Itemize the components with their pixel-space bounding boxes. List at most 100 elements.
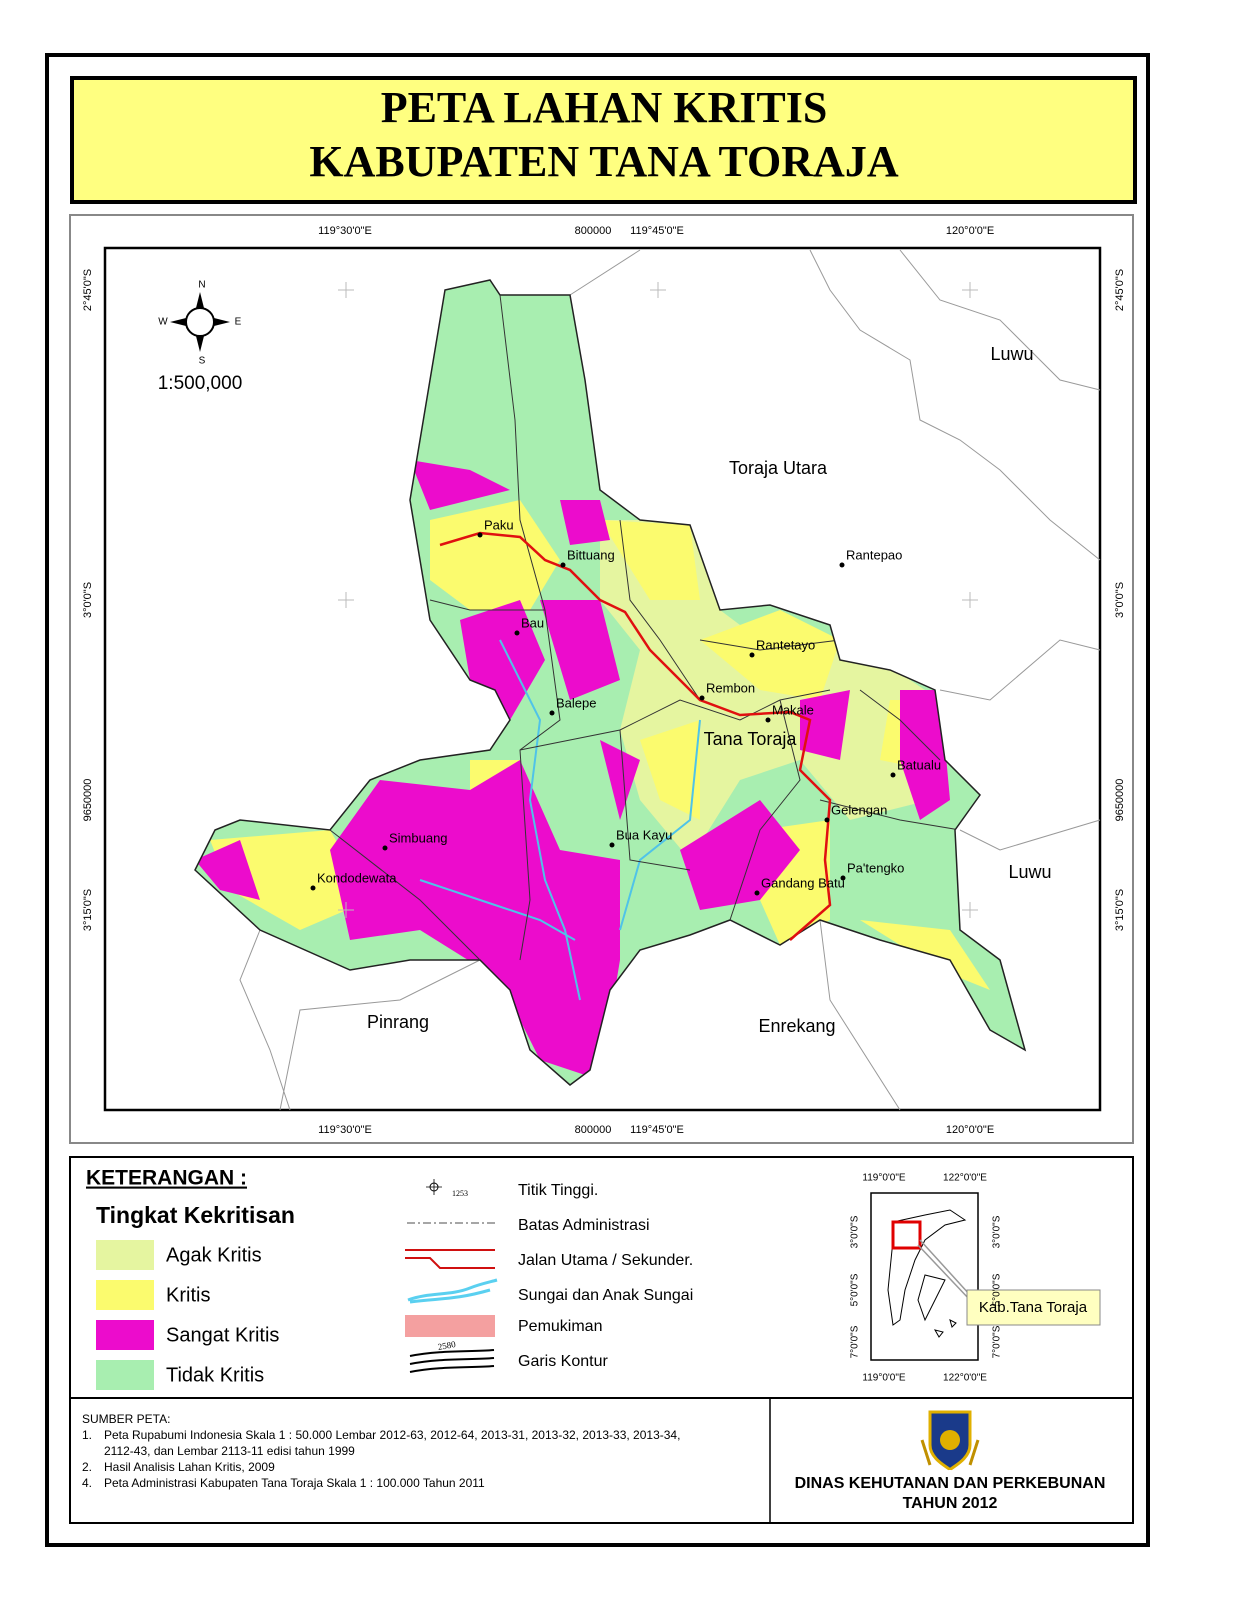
- compass-label: W: [158, 317, 168, 328]
- settlement: [890, 772, 896, 778]
- inset-map: Kab.Tana Toraja: [870, 1192, 1101, 1361]
- place-label: Bua Kayu: [616, 827, 672, 842]
- settlement: [609, 842, 615, 848]
- place-label: Paku: [484, 517, 514, 532]
- graticule-label: 3°15'0"S: [1114, 889, 1126, 931]
- graticule-label: 3°0'0"S: [82, 582, 94, 618]
- place-label: Kondodewata: [317, 870, 397, 885]
- source-number: 1.: [82, 1428, 92, 1442]
- legend-title: KETERANGAN :: [86, 1167, 247, 1190]
- place-label: Balepe: [556, 695, 596, 710]
- graticule-label: 3°0'0"S: [1114, 582, 1126, 618]
- legend-label: Tidak Kritis: [166, 1364, 264, 1386]
- settlement: [840, 875, 846, 881]
- grid-crosses: [338, 282, 978, 918]
- title-box: [70, 76, 1137, 204]
- inset-graticule: 122°0'0"E: [943, 1373, 987, 1384]
- inset-graticule: 119°0'0"E: [862, 1173, 906, 1184]
- legend-swatch: [96, 1240, 154, 1270]
- year: TAHUN 2012: [903, 1495, 998, 1512]
- source-text: Peta Administrasi Kabupaten Tana Toraja …: [104, 1476, 485, 1490]
- region-label: Enrekang: [758, 1016, 835, 1036]
- settlement: [754, 890, 760, 896]
- inset-graticule: 7°0'0"S: [992, 1325, 1003, 1358]
- source-text: Hasil Analisis Lahan Kritis, 2009: [104, 1460, 275, 1474]
- legend-symbol-label: Batas Administrasi: [518, 1217, 650, 1234]
- title: KABUPATEN TANA TORAJA: [309, 137, 898, 186]
- graticule-label: 120°0'0"E: [946, 1124, 994, 1136]
- class-area: [210, 500, 990, 990]
- legend-symbol-label: Titik Tinggi.: [518, 1182, 598, 1199]
- region-label: Toraja Utara: [729, 458, 828, 478]
- graticule-label: 119°30'0"E: [318, 225, 372, 237]
- logo: [920, 1410, 980, 1472]
- legend-symbol-label: Jalan Utama / Sekunder.: [518, 1252, 693, 1269]
- legend-label: Agak Kritis: [166, 1244, 262, 1266]
- place-label: Rantepao: [846, 547, 902, 562]
- compass-label: E: [235, 317, 242, 328]
- place-label: Bau: [521, 615, 544, 630]
- settlement: [560, 562, 566, 568]
- legend-label: Kritis: [166, 1284, 210, 1306]
- graticule-label: 3°15'0"S: [82, 889, 94, 931]
- scale: 1:500,000: [158, 373, 243, 394]
- source-text: 2112-43, dan Lembar 2113-11 edisi tahun …: [104, 1444, 355, 1458]
- inset-graticule: 119°0'0"E: [862, 1373, 906, 1384]
- place-label: Pa'tengko: [847, 860, 904, 875]
- graticule-label: 9650000: [1114, 779, 1126, 822]
- settlement: [749, 652, 755, 658]
- settlement: [699, 695, 705, 701]
- settlement: [549, 710, 555, 716]
- settlement: [765, 717, 771, 723]
- legend-swatch: [96, 1280, 154, 1310]
- admin-boundaries: [239, 249, 1101, 1111]
- region-label: Tana Toraja: [704, 729, 798, 749]
- region-label: Luwu: [990, 344, 1033, 364]
- place-label: Gandang Batu: [761, 875, 845, 890]
- graticule-label: 2°45'0"S: [82, 269, 94, 311]
- legend-label: Sangat Kritis: [166, 1324, 279, 1346]
- graticule-label: 800000: [575, 1124, 612, 1136]
- settlement: [514, 630, 520, 636]
- inset-graticule: 7°0'0"S: [850, 1325, 861, 1358]
- place-label: Rantetayo: [756, 637, 815, 652]
- graticule-label: 120°0'0"E: [946, 225, 994, 237]
- legend-symbols: 1253 2580: [405, 1179, 498, 1373]
- place-label: Batualu: [897, 757, 941, 772]
- graticule-label: 800000: [575, 225, 612, 237]
- graticule-label: 119°30'0"E: [318, 1124, 372, 1136]
- inset-graticule: 5°0'0"S: [850, 1273, 861, 1306]
- legend-swatch: [96, 1360, 154, 1390]
- legend-swatch: [96, 1320, 154, 1350]
- spot-height-label: 1253: [452, 1189, 468, 1198]
- settlement: [824, 817, 830, 823]
- river: [419, 639, 701, 1001]
- place-label: Bittuang: [567, 547, 615, 562]
- region-label: Pinrang: [367, 1012, 429, 1032]
- source-text: Peta Rupabumi Indonesia Skala 1 : 50.000…: [104, 1428, 680, 1442]
- graticule-label: 119°45'0"E: [630, 225, 684, 237]
- graticule-label: 2°45'0"S: [1114, 269, 1126, 311]
- inset-graticule: 5°0'0"S: [992, 1273, 1003, 1306]
- inset-graticule: 3°0'0"S: [992, 1215, 1003, 1248]
- settlement: [477, 532, 483, 538]
- legend-symbol-label: Garis Kontur: [518, 1353, 608, 1370]
- place-label: Simbuang: [389, 830, 448, 845]
- place-label: Gelengan: [831, 802, 887, 817]
- place-label: Rembon: [706, 680, 755, 695]
- graticule-label: 9650000: [82, 779, 94, 822]
- sources-title: SUMBER PETA:: [82, 1412, 170, 1426]
- source-number: 4.: [82, 1476, 92, 1490]
- legend-symbol-label: Pemukiman: [518, 1318, 602, 1335]
- inset-graticule: 3°0'0"S: [850, 1215, 861, 1248]
- contour-label: 2580: [437, 1339, 457, 1352]
- legend-subtitle: Tingkat Kekritisan: [96, 1202, 295, 1228]
- place-label: Makale: [772, 702, 814, 717]
- settlement: [382, 845, 388, 851]
- settlement: [839, 562, 845, 568]
- compass-label: N: [198, 280, 205, 291]
- title: PETA LAHAN KRITIS: [381, 83, 828, 132]
- inset-callout: Kab.Tana Toraja: [979, 1299, 1088, 1316]
- graticule-label: 119°45'0"E: [630, 1124, 684, 1136]
- legend-symbol-label: Sungai dan Anak Sungai: [518, 1287, 693, 1304]
